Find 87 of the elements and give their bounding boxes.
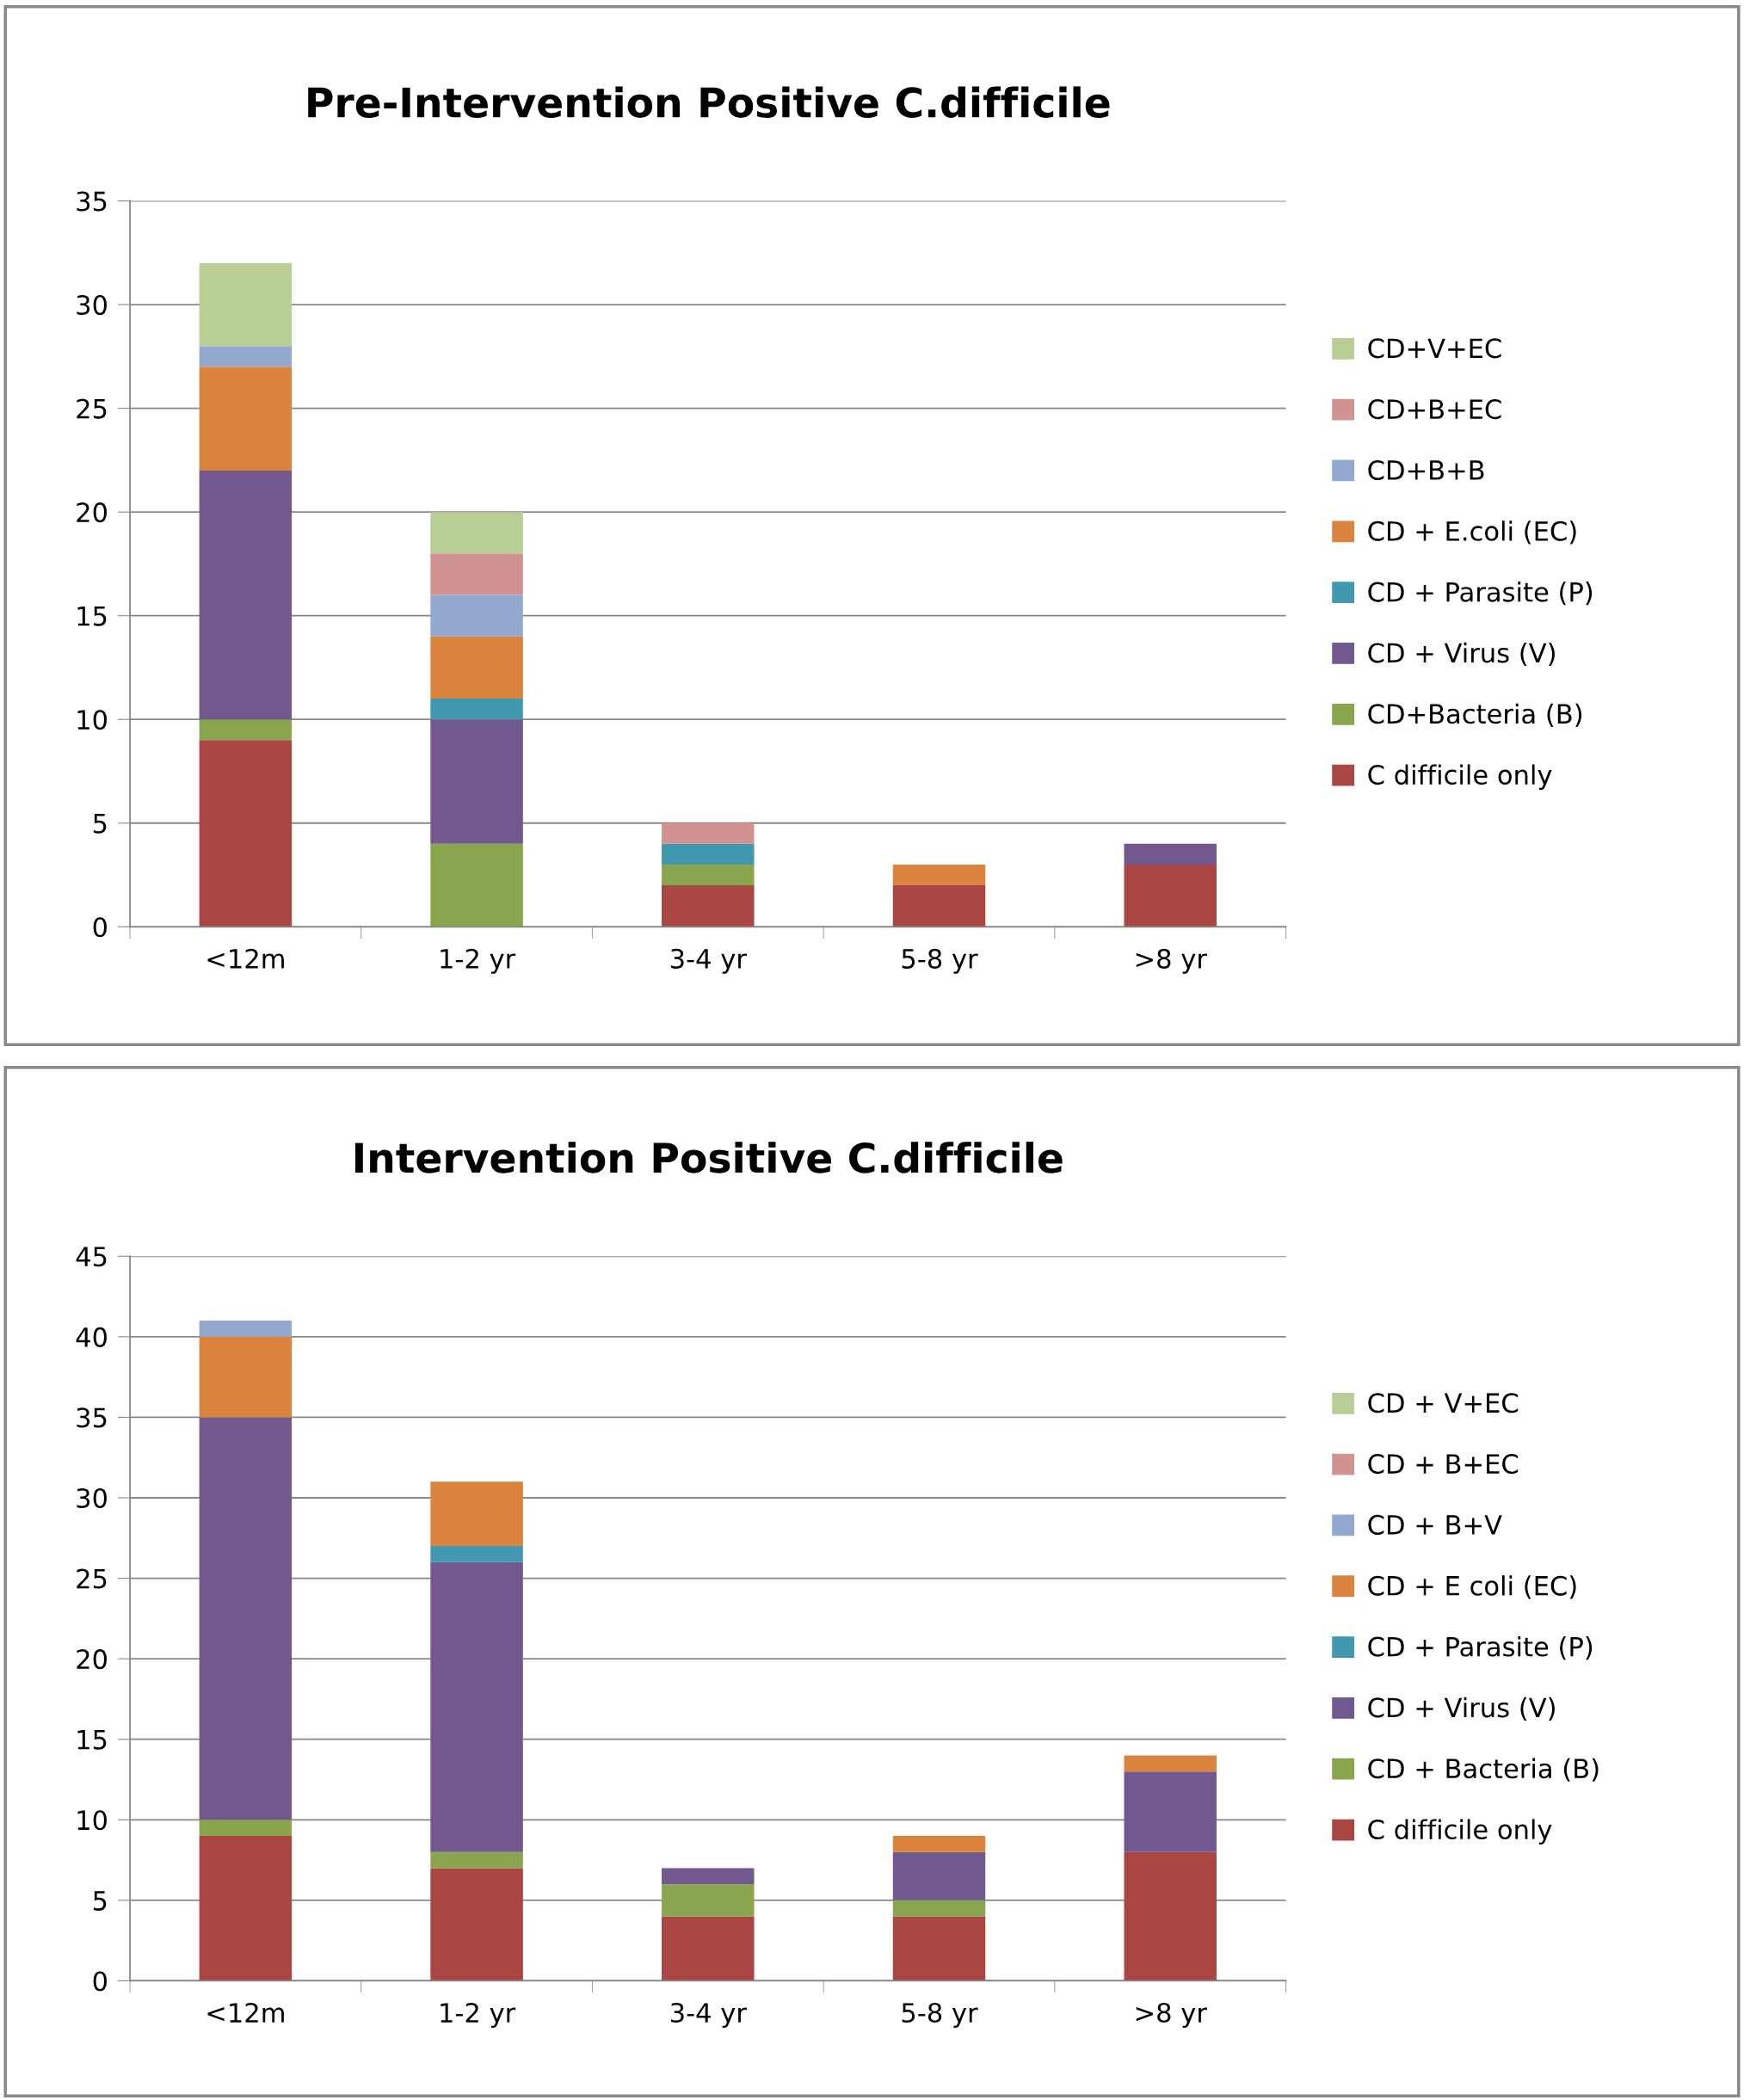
bar xyxy=(662,843,755,865)
x-tick-label: 1-2 yr xyxy=(441,948,516,974)
bar xyxy=(430,1868,523,1981)
y-tick-label: 30 xyxy=(77,1487,107,1509)
bar xyxy=(662,885,755,927)
x-tick-label: 5-8 yr xyxy=(902,948,978,974)
y-tick-label: 5 xyxy=(93,814,107,834)
bar xyxy=(662,864,755,886)
bar xyxy=(892,885,986,927)
legend-label: CD + Virus (V) xyxy=(1368,642,1555,667)
y-tick-label: 0 xyxy=(93,917,107,938)
legend-label: CD + V+EC xyxy=(1368,1393,1519,1413)
x-tick-label: 3-4 yr xyxy=(670,2002,747,2029)
y-tick-label: 25 xyxy=(77,398,107,419)
bar xyxy=(1124,864,1217,927)
legend-label: CD+B+B xyxy=(1368,459,1484,481)
bar xyxy=(199,262,293,347)
chart-title: Intervention Positive C.difficile xyxy=(354,1142,1063,1173)
bar xyxy=(662,822,755,844)
legend-label: CD + E coli (EC) xyxy=(1368,1575,1576,1599)
legend-label: C difficile only xyxy=(1368,764,1552,791)
bar xyxy=(1124,1851,1217,1981)
bar xyxy=(199,1836,293,1981)
bar xyxy=(199,1417,293,1820)
bar xyxy=(430,1546,523,1562)
x-tick-label: >8 yr xyxy=(1136,2002,1207,2029)
bar xyxy=(430,594,523,637)
bar xyxy=(199,346,293,367)
x-tick-label: <12m xyxy=(207,2002,284,2023)
bar xyxy=(430,699,523,720)
y-tick-label: 0 xyxy=(93,1971,107,1992)
bar xyxy=(662,1884,755,1917)
bar xyxy=(430,1481,523,1547)
y-tick-label: 35 xyxy=(77,1407,107,1428)
y-tick-label: 35 xyxy=(77,191,107,212)
x-tick-label: 1-2 yr xyxy=(441,2002,516,2029)
bar xyxy=(892,1851,986,1900)
y-tick-label: 40 xyxy=(76,1327,107,1347)
legend-label: CD + Bacteria (B) xyxy=(1368,1758,1599,1782)
y-tick-label: 20 xyxy=(77,1649,107,1670)
y-tick-label: 15 xyxy=(77,1730,107,1750)
legend-label: CD + B+EC xyxy=(1368,1454,1519,1475)
legend-label: CD+B+EC xyxy=(1368,399,1501,420)
y-tick-label: 5 xyxy=(93,1891,107,1911)
x-tick-label: <12m xyxy=(207,948,284,969)
y-tick-label: 25 xyxy=(77,1568,107,1589)
bar xyxy=(430,843,523,927)
bar xyxy=(430,553,523,595)
bar xyxy=(1124,1771,1217,1852)
legend-label: CD + Parasite (P) xyxy=(1368,582,1593,606)
y-tick-label: 30 xyxy=(77,294,107,316)
legend-label: C difficile only xyxy=(1368,1819,1552,1845)
bar xyxy=(662,1868,755,1885)
legend-label: CD+V+EC xyxy=(1368,338,1501,359)
bar xyxy=(892,864,986,886)
bar xyxy=(430,512,523,554)
bar xyxy=(1124,1755,1217,1772)
legend-label: CD + B+V xyxy=(1368,1514,1502,1535)
bar xyxy=(199,740,293,927)
bar xyxy=(199,1820,293,1837)
bar xyxy=(430,636,523,699)
bar xyxy=(430,719,523,844)
bar xyxy=(662,1916,755,1981)
x-tick-label: 3-4 yr xyxy=(670,948,747,974)
bar xyxy=(199,470,293,720)
chart-title: Pre-Intervention Positive C.difficile xyxy=(308,86,1110,118)
bar xyxy=(199,1321,293,1337)
bar xyxy=(430,1561,523,1852)
bar xyxy=(199,1336,293,1418)
y-tick-label: 15 xyxy=(77,607,107,626)
bar xyxy=(892,1916,986,1981)
bar xyxy=(892,1900,986,1917)
bar xyxy=(199,719,293,741)
legend-label: CD + Parasite (P) xyxy=(1368,1635,1593,1660)
x-tick-label: 5-8 yr xyxy=(902,2002,978,2029)
legend-label: CD + E.coli (EC) xyxy=(1368,520,1576,545)
y-tick-label: 20 xyxy=(77,502,107,523)
bar xyxy=(892,1836,986,1852)
y-tick-label: 45 xyxy=(76,1247,107,1267)
y-tick-label: 10 xyxy=(77,710,107,730)
bar xyxy=(430,1851,523,1869)
bar xyxy=(199,366,293,471)
legend-label: CD + Virus (V) xyxy=(1368,1697,1555,1721)
y-tick-label: 10 xyxy=(77,1810,107,1831)
x-tick-label: >8 yr xyxy=(1136,948,1207,974)
legend-label: CD+Bacteria (B) xyxy=(1368,703,1582,727)
bar xyxy=(1124,843,1217,865)
